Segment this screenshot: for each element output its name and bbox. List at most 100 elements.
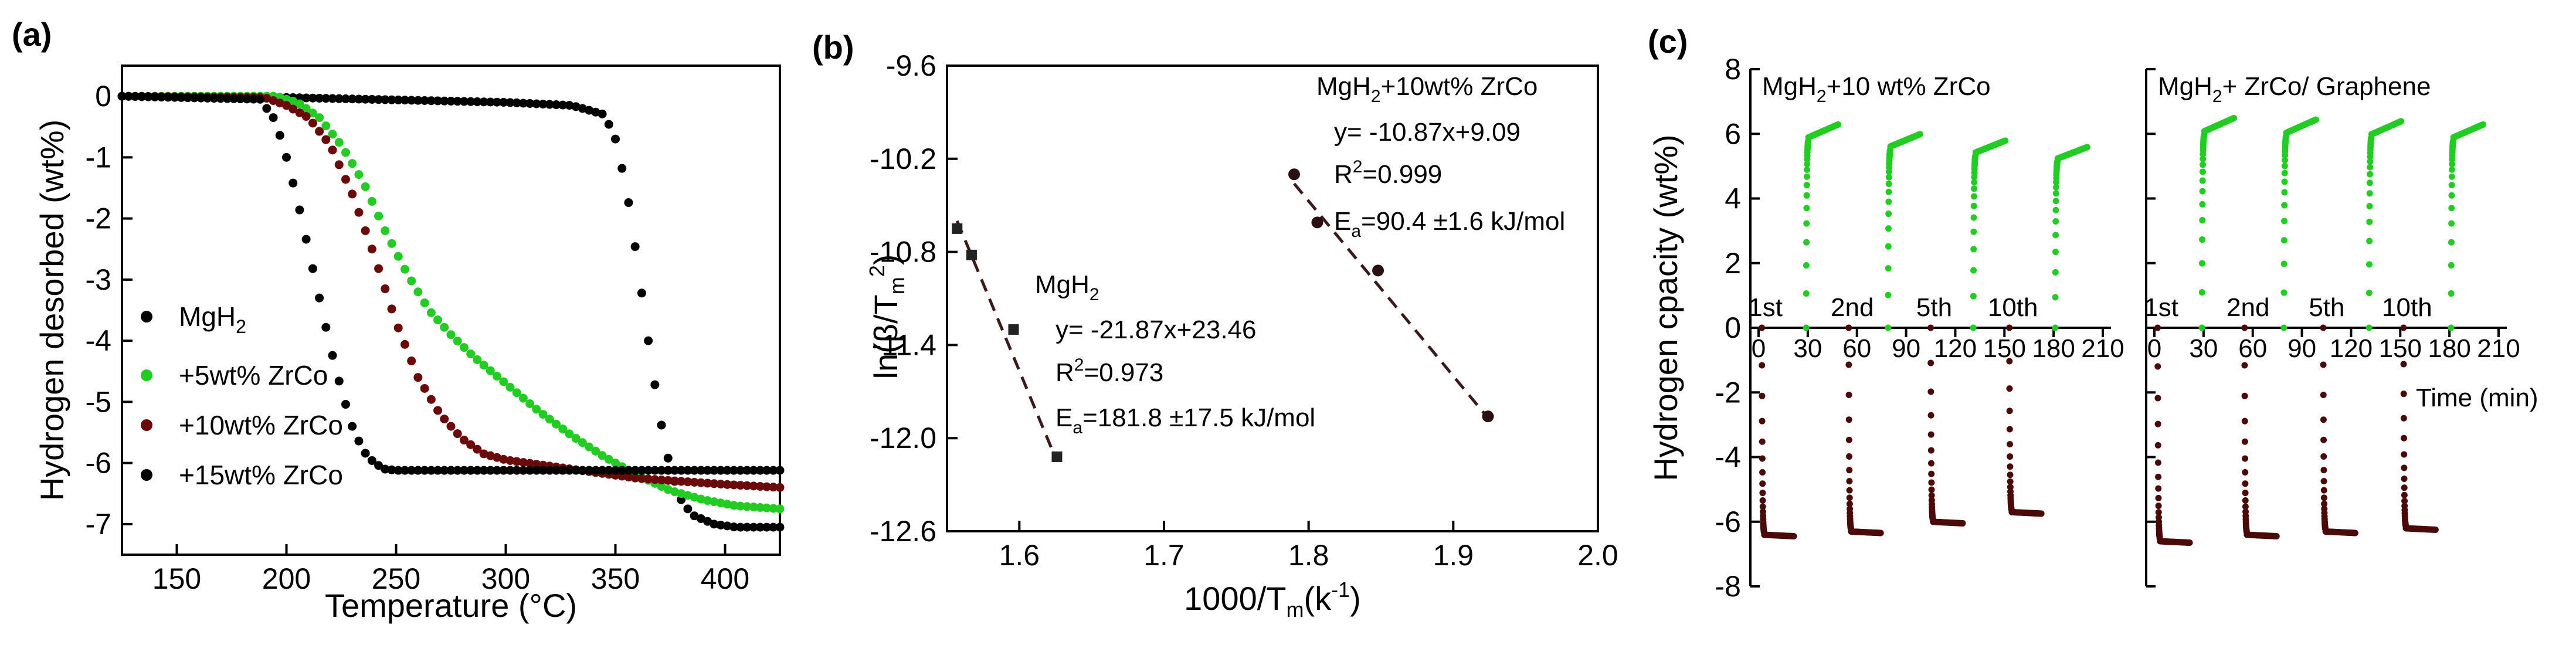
panel-a-point [565, 466, 574, 475]
panel-c-dehyd-point [2273, 532, 2280, 539]
panel-c-cycle-0-3 [2006, 144, 2090, 517]
panel-a-point [328, 130, 337, 139]
panel-a-point [348, 94, 357, 104]
panel-a-point [117, 91, 127, 101]
panel-c-hyd-point [2366, 218, 2373, 225]
panel-a-point [400, 264, 409, 274]
panel-c-dehyd-point [2154, 395, 2161, 402]
panel-a-point [177, 93, 186, 102]
panel-a-point [440, 96, 449, 106]
panel-a-point [755, 466, 765, 475]
panel-c-hyd-point [2448, 166, 2455, 173]
panel-a-point [755, 522, 765, 532]
panel-a-point [137, 92, 147, 101]
panel-c-dehyd-point [2007, 471, 2014, 478]
panel-c-hyd-point [2282, 157, 2289, 164]
panel-a-point [407, 357, 416, 366]
panel-b-xlabel: 1000/Tm(k-1) [1184, 578, 1361, 622]
panel-a-point [446, 466, 456, 475]
panel-a-point [558, 100, 568, 110]
panel-a-point [552, 100, 561, 110]
panel-a-point [446, 422, 456, 431]
panel-a-point [729, 466, 738, 475]
panel-a-point [433, 466, 443, 475]
panel-a-point [446, 330, 456, 340]
panel-c-dehyd-point [2242, 480, 2249, 487]
panel-a-point [446, 96, 456, 106]
panel-a-point [670, 466, 679, 475]
panel-a-point [256, 94, 265, 104]
panel-c-dehyd-point [1928, 486, 1935, 493]
panel-a-point [736, 522, 745, 532]
panel-c-dehyd-point [2038, 510, 2045, 517]
panel-a-point [604, 120, 613, 129]
panel-a-point [505, 98, 515, 107]
panel-c-dehyd-point [2155, 485, 2162, 492]
panel-c-dehyd-point [2320, 324, 2327, 331]
panel-c-dehyd-point [1959, 520, 1966, 527]
panel-a-point [565, 101, 574, 110]
panel-a-point [624, 466, 633, 475]
panel-c-dehyd-point [2401, 491, 2408, 498]
panel-c-xtick-label: 120 [1934, 334, 1977, 363]
panel-c-dehyd-point [2401, 464, 2408, 471]
panel-c-dehyd-point [2320, 416, 2327, 423]
panel-c-dehyd-point [1845, 324, 1852, 331]
panel-b-point [1008, 324, 1019, 335]
panel-c-ytick-label: -2 [1715, 376, 1741, 409]
panel-a-point [229, 94, 239, 103]
panel-c-hyd-point [2365, 324, 2373, 331]
panel-c-ytick-label: 0 [1725, 311, 1741, 344]
panel-a-point [413, 466, 423, 475]
panel-a-point [308, 264, 317, 273]
panel-a-point [466, 466, 476, 475]
panel-a-point [486, 97, 495, 107]
panel-a-ytick-label: -2 [86, 202, 111, 235]
panel-c-hyd-point [1885, 291, 1892, 298]
panel-a-point [775, 522, 785, 532]
panel-a-point [413, 373, 423, 382]
panel-c-cycle-1-0 [2154, 114, 2238, 546]
panel-a-point [598, 451, 607, 460]
panel-a-point [493, 372, 502, 381]
panel-a-point [308, 108, 317, 118]
panel-a-point [413, 96, 423, 105]
panel-c-cycle-0-0 [1759, 121, 1842, 539]
panel-a-point [769, 483, 778, 492]
panel-a-point [598, 466, 607, 475]
panel-a-point [663, 476, 673, 485]
panel-a-point [440, 322, 449, 332]
panel-c-dehyd-point [1845, 361, 1852, 368]
panel-c-right-title: MgH2+ ZrCo/ Graphene [2158, 72, 2431, 106]
panel-c-hyd-point [2367, 158, 2374, 165]
panel-a-point [729, 501, 738, 510]
panel-c-hyd-point [1885, 211, 1892, 218]
panel-c-ylabel: Hydrogen cpacity (wt%) [1647, 134, 1684, 481]
panel-c-hyd-point [2052, 269, 2059, 276]
panel-c-hyd-point [2198, 324, 2205, 331]
panel-a-point [354, 208, 364, 217]
panel-a-point [328, 94, 337, 103]
panel-a-point [532, 405, 541, 414]
panel-a-point [426, 308, 436, 317]
panel-c-dehyd-point [2241, 362, 2248, 369]
panel-a-point [315, 113, 324, 123]
panel-c-cycle-label: 10th [1988, 293, 2038, 322]
panel-a-point [644, 474, 653, 484]
panel-b-ylabel: ln(β/Tm2) [865, 254, 909, 379]
panel-a-point [433, 96, 443, 106]
panel-a-point [236, 94, 245, 104]
panel-c-hyd-point [1970, 267, 1977, 274]
panel-b-xtick-label: 1.7 [1143, 539, 1185, 572]
panel-a-point [505, 456, 515, 465]
panel-a-point [769, 522, 778, 532]
panel-a-point [518, 99, 528, 108]
panel-c-hyd-point [1916, 131, 1923, 138]
panel-b-fit-line-1 [1293, 182, 1489, 419]
panel-a-point [301, 93, 311, 103]
panel-a-point [315, 127, 324, 136]
panel-a-point [374, 95, 383, 104]
panel-a-point [367, 245, 376, 254]
panel-b-xtick-label: 1.6 [999, 539, 1040, 572]
annot-mgh2-eq: y= -21.87x+23.46 [1055, 315, 1256, 344]
